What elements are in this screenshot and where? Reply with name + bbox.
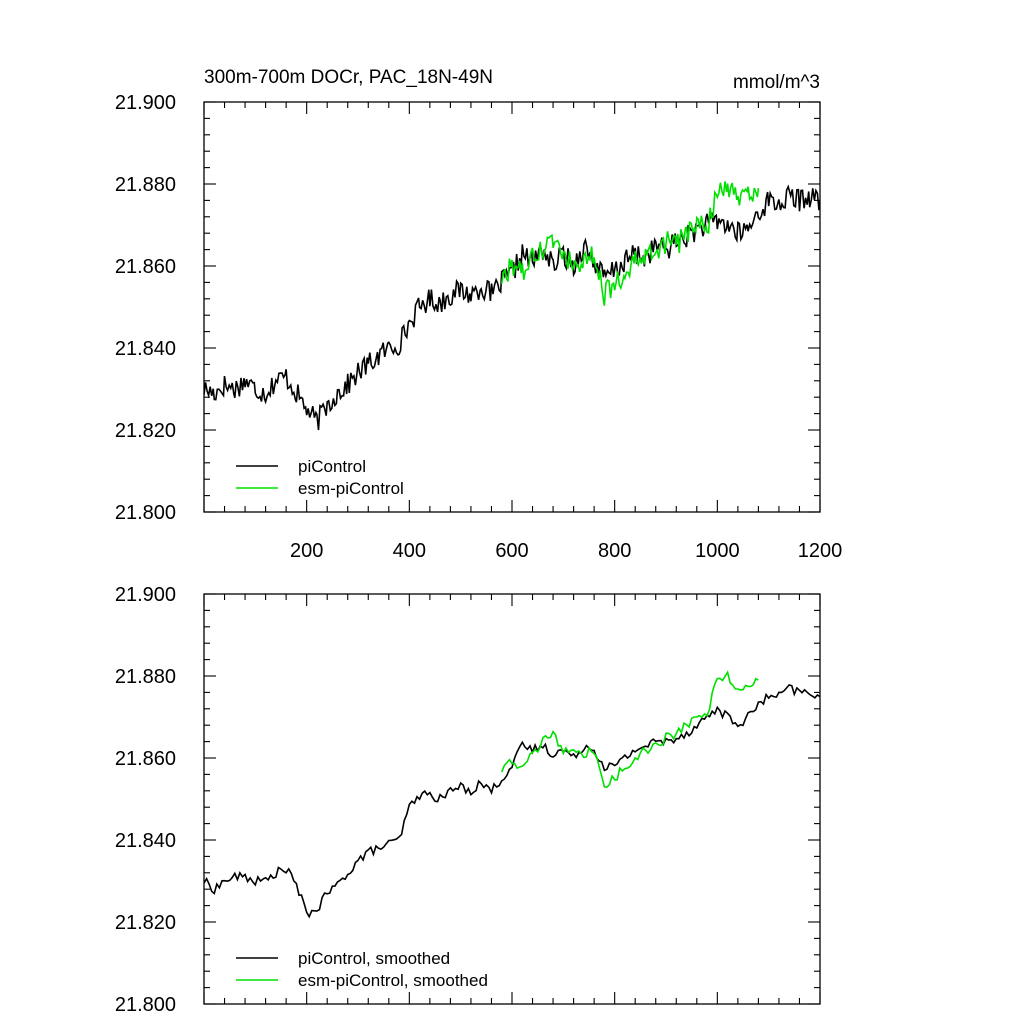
x-tick-label: 1200 — [798, 540, 843, 562]
y-tick-label: 21.820 — [115, 420, 176, 442]
legend-label: piControl — [298, 457, 366, 476]
top-panel: 21.800 21.820 21.840 21.860 21.880 21.900 200 4… — [115, 92, 842, 562]
series-line-picontrol-smoothed — [204, 683, 820, 919]
y-tick-label: 21.800 — [115, 994, 176, 1016]
y-tick-label: 21.840 — [115, 338, 176, 360]
series-line-esm-picontrol — [500, 181, 760, 306]
y-tick-label: 21.860 — [115, 256, 176, 278]
plot-frame — [203, 101, 821, 513]
y-tick-label: 21.800 — [115, 502, 176, 524]
y-tick-label: 21.900 — [115, 584, 176, 606]
plot-frame — [203, 593, 821, 1005]
x-tick-label: 400 — [393, 540, 426, 562]
y-tick-label: 21.880 — [115, 174, 176, 196]
x-tick-label: 800 — [598, 540, 631, 562]
y-tick-label: 21.860 — [115, 748, 176, 770]
y-tick-label: 21.880 — [115, 666, 176, 688]
series-line-picontrol — [204, 184, 820, 431]
x-tick-label: 600 — [495, 540, 528, 562]
bottom-panel: 21.800 21.820 21.840 21.860 21.880 21.900 piCo… — [115, 584, 821, 1016]
legend-label: piControl, smoothed — [298, 949, 450, 968]
x-tick-label: 1000 — [695, 540, 740, 562]
chart-title: 300m-700m DOCr, PAC_18N-49N — [204, 67, 493, 88]
legend-label: esm-piControl — [298, 479, 404, 498]
units-label: mmol/m^3 — [733, 72, 820, 93]
y-tick-label: 21.900 — [115, 92, 176, 114]
x-tick-label: 200 — [290, 540, 323, 562]
y-tick-label: 21.840 — [115, 830, 176, 852]
legend-label: esm-piControl, smoothed — [298, 971, 488, 990]
y-tick-label: 21.820 — [115, 912, 176, 934]
series-line-esm-picontrol-smoothed — [500, 670, 759, 789]
